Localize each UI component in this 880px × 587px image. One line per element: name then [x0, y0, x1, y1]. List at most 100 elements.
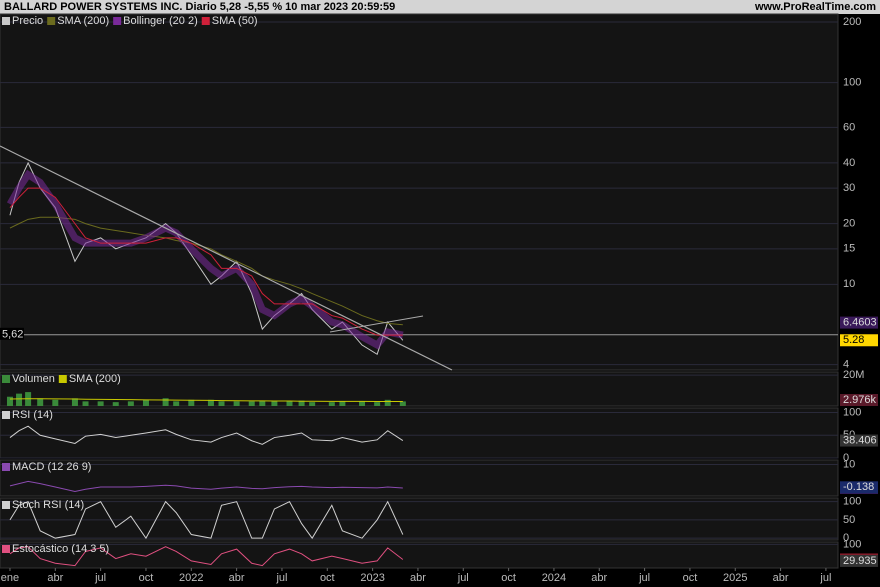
y-tick-label: 0	[843, 452, 849, 464]
y-tick-label: 20	[843, 218, 855, 230]
x-tick-label: abr	[773, 572, 789, 584]
last-value-label: 5.28	[843, 334, 864, 346]
bar	[207, 399, 214, 406]
panel-bg	[0, 497, 839, 541]
x-tick-label: jul	[457, 572, 469, 584]
chart-title: BALLARD POWER SYSTEMS INC. Diario 5,28 -…	[4, 1, 395, 13]
legend-swatch	[2, 545, 10, 553]
x-tick-label: oct	[320, 572, 335, 584]
header-bar	[0, 0, 880, 14]
bar	[359, 401, 366, 406]
trend-line	[329, 315, 424, 333]
x-tick-label: jul	[275, 572, 287, 584]
bar	[248, 401, 255, 406]
bar	[127, 401, 134, 406]
panel-bg	[0, 371, 839, 407]
x-tick-label: ene	[1, 572, 19, 584]
price-line-box	[0, 327, 24, 340]
last-value-box	[840, 554, 878, 567]
x-tick-label: 2024	[542, 572, 566, 584]
bar	[173, 401, 180, 406]
legend-swatch	[201, 17, 210, 25]
x-tick-label: 2025	[723, 572, 747, 584]
bar	[6, 396, 13, 406]
series-line	[9, 480, 403, 493]
bar	[52, 399, 59, 406]
last-value-box	[840, 334, 878, 347]
bar	[384, 399, 391, 406]
series-line	[9, 216, 403, 326]
series-line	[9, 161, 404, 356]
y-tick-label: 4	[843, 358, 849, 370]
bar	[162, 398, 169, 406]
bar	[399, 401, 406, 406]
series-line	[6, 169, 404, 350]
bar	[218, 401, 225, 406]
legend-label: Estocástico (14 3 5)	[12, 543, 109, 555]
panel-bg	[0, 541, 839, 569]
y-tick-label: 100	[843, 406, 861, 418]
legend-label: MACD (12 26 9)	[12, 461, 91, 473]
last-value-box	[840, 316, 878, 329]
bar	[16, 393, 23, 406]
legend-label: Volumen	[12, 373, 55, 385]
legend-label: SMA (200)	[69, 373, 121, 385]
y-tick-label: 0	[843, 532, 849, 544]
legend-swatch	[2, 375, 10, 383]
legend-swatch	[47, 17, 56, 25]
bar	[286, 401, 293, 406]
y-tick-label: 200	[843, 16, 861, 28]
x-tick-label: jul	[94, 572, 106, 584]
x-tick-label: oct	[501, 572, 516, 584]
y-tick-label: 40	[843, 157, 855, 169]
last-value-label: 38.406	[843, 434, 877, 446]
legend-label: Stoch RSI (14)	[12, 499, 84, 511]
bar	[37, 398, 44, 406]
y-tick-label: 60	[843, 121, 855, 133]
y-tick-label: 10	[843, 458, 855, 470]
bar	[298, 400, 305, 406]
series-line	[9, 500, 404, 540]
y-tick-label: 100	[843, 496, 861, 508]
bar	[259, 400, 266, 406]
bar	[374, 402, 381, 406]
bar	[112, 402, 119, 406]
legend-label: Precio	[12, 15, 43, 27]
x-tick-label: abr	[229, 572, 245, 584]
bar	[271, 401, 278, 406]
legend-label: SMA (50)	[212, 15, 258, 27]
last-value-box	[840, 434, 878, 447]
last-value-label: 2.976k	[843, 394, 877, 406]
series-line	[9, 546, 404, 567]
legend-swatch	[113, 17, 122, 25]
x-tick-label: oct	[683, 572, 698, 584]
legend-label: Bollinger (20 2)	[123, 15, 198, 27]
bar	[328, 402, 335, 406]
y-tick-label: 10	[843, 278, 855, 290]
x-tick-label: abr	[410, 572, 426, 584]
legend-swatch	[2, 411, 10, 419]
legend-swatch	[2, 501, 10, 509]
y-tick-label: 15	[843, 243, 855, 255]
bar	[97, 401, 104, 406]
y-tick-label: 30	[843, 182, 855, 194]
x-tick-label: oct	[139, 572, 154, 584]
bar	[339, 401, 346, 406]
y-tick-label: 50	[843, 514, 855, 526]
legend-swatch	[2, 17, 10, 25]
last-value-label: -0.138	[843, 481, 874, 493]
legend-swatch	[2, 463, 10, 471]
price-line-label: 5,62	[2, 329, 23, 341]
source: www.ProRealTime.com	[754, 1, 876, 13]
legend-label: SMA (200)	[57, 15, 109, 27]
last-value-label: 6.4603	[843, 317, 877, 329]
bar	[309, 402, 316, 406]
legend-swatch	[58, 375, 67, 383]
y-tick-label: 20M	[843, 369, 864, 381]
series-line	[9, 398, 403, 403]
series-line	[9, 187, 403, 336]
bar	[233, 401, 240, 406]
series-line	[9, 425, 404, 445]
